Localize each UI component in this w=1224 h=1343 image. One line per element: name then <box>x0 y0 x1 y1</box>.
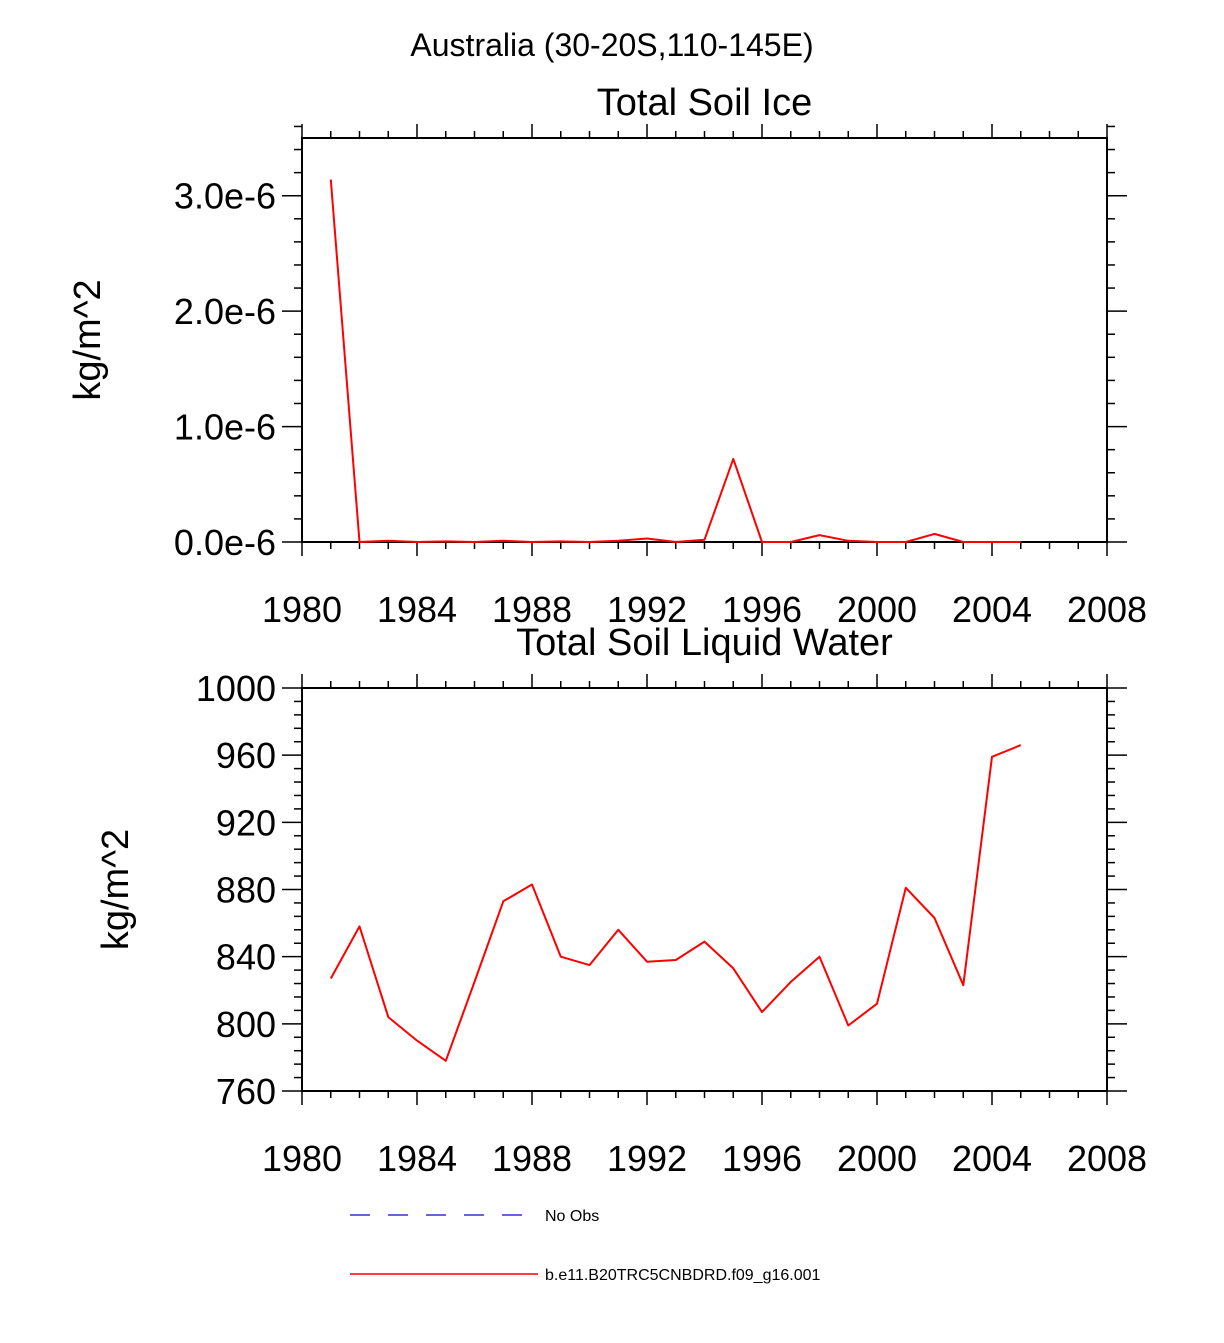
chart-panels: Total Soil Ice 1980 1984 1988 1992 1996 2000 20… <box>67 82 1147 1179</box>
x-tick-label: 1980 <box>262 589 342 630</box>
legend-item: No Obs <box>350 1208 599 1225</box>
x-tick-label: 1988 <box>492 1138 572 1179</box>
y-tick-label: 1.0e-6 <box>174 407 276 448</box>
y-tick-label: 880 <box>216 870 276 911</box>
figure-main-title: Australia (30-20S,110-145E) <box>410 27 813 63</box>
x-tick-label: 1992 <box>607 1138 687 1179</box>
x-tick-label: 1980 <box>262 1138 342 1179</box>
x-tick-label: 2004 <box>952 1138 1032 1179</box>
chart-panel-2: Total Soil Liquid Water 1980 1984 1988 1992 1… <box>95 622 1147 1179</box>
series-line <box>329 744 1022 1062</box>
x-tick-label: 1996 <box>722 589 802 630</box>
x-tick-label: 2008 <box>1067 1138 1147 1179</box>
x-tick-label: 2008 <box>1067 589 1147 630</box>
x-tick-label: 1992 <box>607 589 687 630</box>
legend-label: No Obs <box>545 1208 599 1225</box>
chart-panel-1: Total Soil Ice 1980 1984 1988 1992 1996 2000 20… <box>67 82 1147 630</box>
panel-title: Total Soil Ice <box>597 82 812 124</box>
y-tick-label: 840 <box>216 937 276 978</box>
y-tick-label: 760 <box>216 1071 276 1112</box>
x-tick-label: 2004 <box>952 589 1032 630</box>
y-tick-label: 1000 <box>196 668 276 709</box>
panel-title: Total Soil Liquid Water <box>516 622 893 664</box>
legend-item: b.e11.B20TRC5CNBDRD.f09_g16.001 <box>350 1267 821 1284</box>
y-tick-label: 960 <box>216 735 276 776</box>
x-tick-label: 1996 <box>722 1138 802 1179</box>
x-tick-label: 1984 <box>377 589 457 630</box>
series-line <box>329 179 1021 543</box>
x-tick-label: 1988 <box>492 589 572 630</box>
legend-label: b.e11.B20TRC5CNBDRD.f09_g16.001 <box>545 1267 821 1284</box>
x-tick-label: 2000 <box>837 1138 917 1179</box>
y-tick-label: 2.0e-6 <box>174 291 276 332</box>
x-tick-label: 1984 <box>377 1138 457 1179</box>
y-tick-label: 800 <box>216 1004 276 1045</box>
x-tick-label: 2000 <box>837 589 917 630</box>
y-tick-label: 920 <box>216 802 276 843</box>
plot-frame <box>301 687 1108 1092</box>
plot-frame <box>301 137 1108 543</box>
y-tick-label: 0.0e-6 <box>174 522 276 563</box>
y-tick-label: 3.0e-6 <box>174 176 276 217</box>
legend: No Obs b.e11.B20TRC5CNBDRD.f09_g16.001 <box>350 1208 821 1284</box>
y-axis-label: kg/m^2 <box>67 279 109 400</box>
y-axis-label: kg/m^2 <box>95 829 137 950</box>
